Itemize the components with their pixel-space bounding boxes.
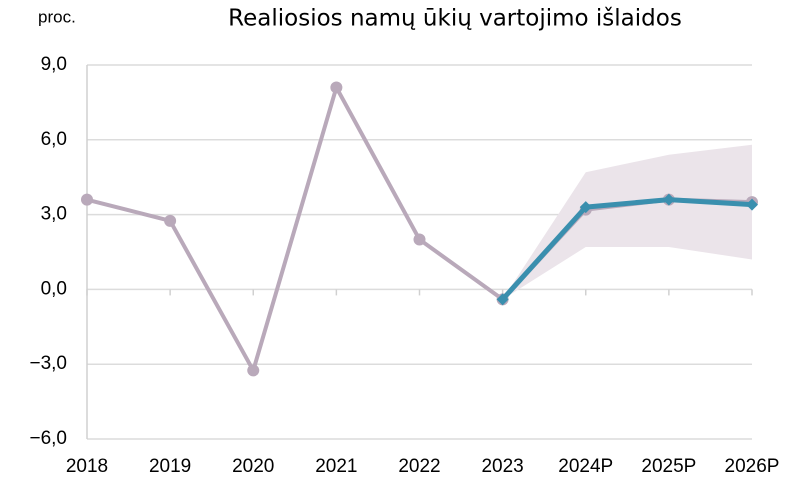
- point: [330, 81, 343, 94]
- y-tick-label: 9,0: [41, 54, 67, 75]
- point: [81, 193, 93, 206]
- point: [247, 364, 260, 377]
- x-tick-label: 2024P: [558, 456, 613, 477]
- point: [413, 233, 426, 246]
- y-tick-label: −3,0: [29, 353, 67, 374]
- y-tick-label: 0,0: [41, 278, 67, 299]
- x-tick-label: 2021: [315, 456, 357, 477]
- point: [662, 193, 675, 206]
- point: [496, 293, 509, 306]
- uncertainty-band: [502, 144, 752, 300]
- x-tick-label: 2018: [66, 456, 108, 477]
- x-tick-label: 2020: [232, 456, 274, 477]
- point: [746, 198, 758, 211]
- y-tick-label: −6,0: [29, 428, 67, 449]
- x-tick-label: 2023: [481, 456, 523, 477]
- x-tick-label: 2025P: [641, 456, 696, 477]
- y-tick-label: 6,0: [41, 129, 67, 150]
- series-line: [500, 197, 753, 302]
- x-tick-label: 2019: [149, 456, 191, 477]
- point: [164, 214, 177, 227]
- x-tick-label: 2026P: [725, 456, 780, 477]
- x-tick-label: 2022: [398, 456, 440, 477]
- chart-title: Realiosios namų ūkių vartojimo išlaidos: [228, 6, 682, 32]
- y-axis-label: proc.: [38, 7, 76, 26]
- point: [579, 201, 592, 214]
- y-tick-label: 3,0: [41, 204, 67, 225]
